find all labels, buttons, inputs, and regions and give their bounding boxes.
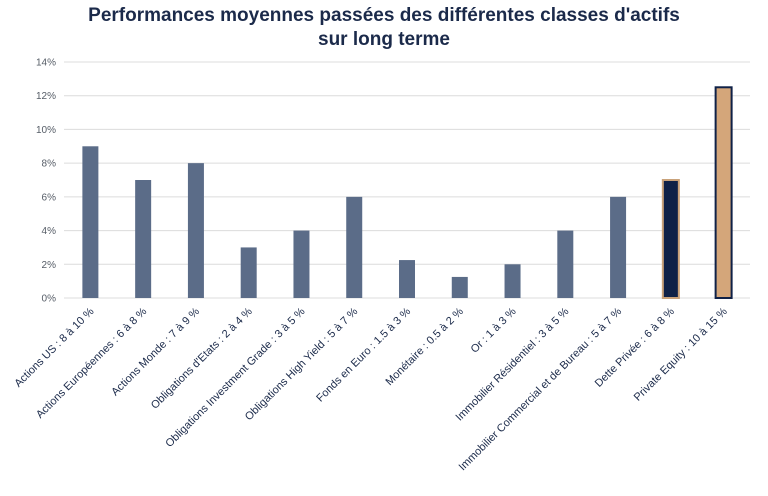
x-category-label: Actions Monde : 7 à 9 % bbox=[109, 305, 202, 398]
bar bbox=[82, 146, 99, 298]
y-tick-label: 14% bbox=[36, 58, 56, 69]
bar bbox=[557, 230, 574, 298]
bar bbox=[714, 86, 733, 299]
x-category-label: Private Equity : 10 à 15 % bbox=[632, 305, 730, 403]
y-tick-label: 0% bbox=[42, 294, 57, 305]
chart-title-line1: Performances moyennes passées des différ… bbox=[88, 5, 680, 26]
x-category-label: Immobilier Résidentiel : 3 à 5 % bbox=[454, 305, 572, 423]
y-tick-label: 8% bbox=[42, 159, 57, 170]
x-category-label: Fonds en Euro : 1.5 à 3 % bbox=[314, 305, 413, 404]
x-category-label: Obligations High Yield : 5 à 7 % bbox=[243, 305, 361, 423]
bar bbox=[610, 196, 627, 298]
chart-title-line2: sur long terme bbox=[318, 29, 450, 50]
bar bbox=[135, 180, 152, 298]
x-category-label: Obligations d'Etats : 2 à 4 % bbox=[149, 305, 255, 411]
bar bbox=[293, 230, 310, 298]
bar bbox=[240, 247, 257, 298]
x-category-label: Actions Européennes : 6 à 8 % bbox=[34, 305, 149, 420]
y-tick-label: 4% bbox=[42, 226, 57, 237]
bar bbox=[187, 163, 204, 298]
y-tick-label: 6% bbox=[42, 192, 57, 203]
y-tick-label: 12% bbox=[36, 91, 56, 102]
y-tick-label: 2% bbox=[42, 260, 57, 271]
bar bbox=[451, 276, 468, 298]
bar bbox=[399, 260, 415, 298]
y-tick-label: 10% bbox=[36, 125, 56, 136]
bar bbox=[346, 196, 363, 298]
x-category-label: Or : 1 à 3 % bbox=[469, 305, 519, 355]
chart-title: Performances moyennes passées des différ… bbox=[0, 4, 768, 52]
bar bbox=[504, 264, 521, 298]
bar bbox=[661, 179, 680, 299]
